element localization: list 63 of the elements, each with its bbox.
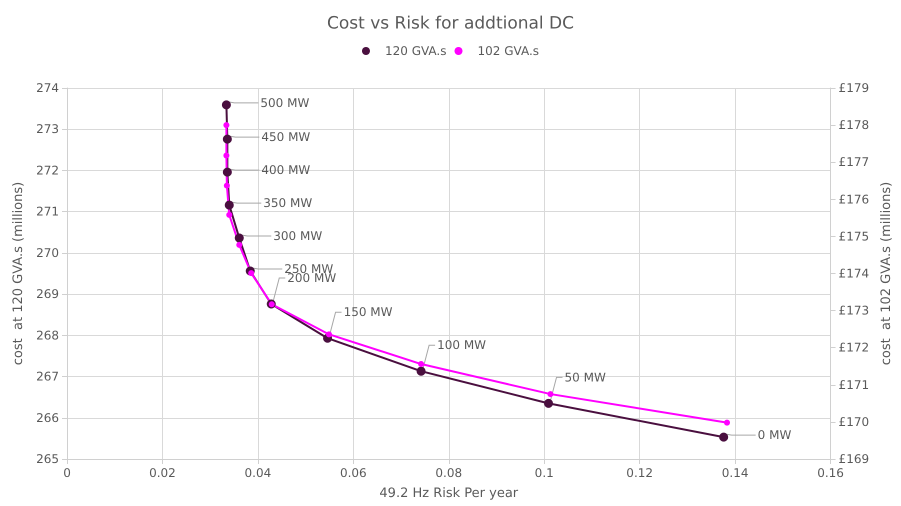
point — [222, 100, 231, 110]
y-tick-label: 268 — [36, 328, 59, 342]
point — [724, 420, 730, 426]
legend-label: 102 GVA.s — [478, 44, 540, 58]
x-axis-title: 49.2 Hz Risk Per year — [379, 486, 519, 501]
y2-tick-label: £173 — [838, 304, 870, 318]
y2-tick-label: £175 — [838, 229, 870, 244]
y-tick-label: 266 — [36, 410, 59, 425]
x-tick-label: 0.1 — [534, 466, 554, 480]
x-tick-label: 0.06 — [340, 466, 367, 480]
annotation: 150 MW — [344, 305, 393, 320]
x-tick-label: 0.14 — [722, 466, 748, 480]
y2-tick-label: £179 — [838, 81, 870, 95]
point — [222, 134, 232, 144]
point — [418, 361, 424, 368]
annotation: 300 MW — [273, 229, 322, 244]
y-tick-label: 271 — [36, 204, 59, 219]
x-tick-label: 0.08 — [435, 466, 462, 480]
y2-tick-label: £177 — [838, 155, 870, 170]
point — [226, 212, 232, 218]
annotation: 400 MW — [261, 163, 310, 178]
chart-title: Cost vs Risk for addtional DC — [326, 14, 574, 34]
x-tick-label: 0.02 — [149, 466, 176, 480]
y-tick-label: 269 — [36, 287, 59, 302]
point — [234, 234, 244, 243]
y2-axis-title: cost at 102 GVA.s (millions) — [879, 182, 894, 366]
point — [224, 182, 230, 189]
point — [236, 242, 242, 248]
y2-tick-label: £169 — [838, 452, 870, 466]
y-tick-label: 267 — [36, 370, 59, 384]
y2-tick-label: £170 — [838, 414, 870, 429]
annotation: 450 MW — [261, 130, 310, 144]
annotation: 50 MW — [564, 370, 606, 384]
point — [416, 366, 426, 376]
y2-tick-label: £174 — [838, 266, 870, 280]
y-tick-label: 272 — [36, 163, 59, 178]
annotation: 100 MW — [437, 338, 486, 352]
point — [544, 398, 554, 408]
x-tick-label: 0.16 — [817, 466, 844, 480]
x-tick-label: 0 — [63, 466, 71, 480]
y2-tick-label: £178 — [838, 118, 870, 132]
point — [222, 168, 232, 177]
point — [224, 200, 234, 210]
y-tick-label: 273 — [36, 122, 59, 136]
x-tick-label: 0.04 — [244, 466, 272, 480]
y2-tick-label: £172 — [838, 340, 870, 355]
y2-tick-label: £171 — [838, 378, 870, 392]
y-axis-title: cost at 120 GVA.s (millions) — [11, 182, 26, 366]
legend-label: 120 GVA.s — [384, 44, 447, 58]
annotation: 0 MW — [758, 428, 792, 442]
y-tick-label: 265 — [36, 452, 59, 466]
point — [248, 270, 254, 276]
point — [719, 432, 728, 442]
x-tick-label: 0.12 — [626, 466, 654, 480]
point — [547, 391, 554, 398]
y-tick-label: 274 — [36, 81, 59, 95]
y2-tick-label: £176 — [838, 192, 870, 206]
point — [223, 152, 230, 159]
point — [223, 122, 230, 128]
point — [326, 331, 332, 338]
annotation: 500 MW — [260, 96, 310, 110]
annotation: 350 MW — [263, 196, 312, 210]
y-tick-label: 270 — [36, 246, 59, 260]
